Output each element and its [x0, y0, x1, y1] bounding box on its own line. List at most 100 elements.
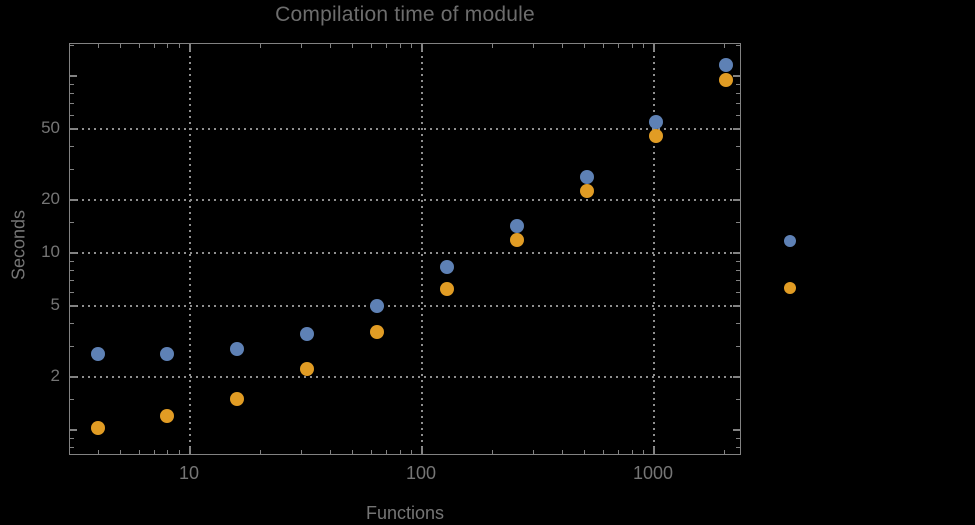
data-point-series-1-blue-x128 — [439, 260, 454, 275]
x-minor-tick-2000 — [723, 450, 725, 454]
x-minor-tick-50 — [352, 450, 354, 454]
x-minor-tick-7 — [154, 450, 156, 454]
x-minor-tick-200 — [491, 44, 493, 48]
y-minor-tick-15 — [736, 221, 740, 223]
y-minor-tick-8 — [70, 270, 74, 272]
y-minor-tick-90 — [736, 84, 740, 86]
x-minor-tick-60 — [370, 450, 372, 454]
x-tick-label-100: 100 — [405, 463, 437, 483]
x-minor-tick-20 — [259, 450, 261, 454]
y-minor-tick-40 — [736, 146, 740, 148]
legend-marker-series-1-blue — [784, 235, 796, 247]
y-minor-tick-70 — [736, 103, 740, 105]
x-minor-tick-70 — [386, 44, 388, 48]
x-minor-tick-30 — [300, 44, 302, 48]
gridline-y-10 — [70, 252, 740, 254]
data-point-series-1-blue-x1024 — [649, 114, 664, 129]
gridline-y-2 — [70, 375, 740, 378]
y-minor-tick-80 — [736, 93, 740, 95]
x-minor-tick-60 — [370, 44, 372, 48]
x-minor-tick-9 — [179, 450, 181, 454]
data-point-series-1-blue-x512 — [579, 169, 594, 184]
y-minor-tick-1.5 — [736, 398, 740, 400]
y-major-tick-1 — [70, 428, 77, 431]
x-minor-tick-90 — [411, 450, 413, 454]
x-minor-tick-40 — [329, 450, 331, 454]
data-point-series-2-orange-x4 — [90, 420, 105, 435]
gridline-y-50 — [70, 128, 740, 131]
y-minor-tick-0.9 — [736, 438, 740, 440]
data-point-series-2-orange-x128 — [439, 281, 454, 296]
y-major-tick-20 — [733, 198, 740, 201]
x-minor-tick-6 — [138, 450, 140, 454]
data-point-series-1-blue-x64 — [370, 298, 385, 313]
y-minor-tick-0.8 — [70, 447, 74, 449]
gridline-x-1000 — [652, 44, 655, 454]
x-minor-tick-500 — [584, 450, 586, 454]
y-minor-tick-6 — [736, 292, 740, 294]
x-minor-tick-70 — [386, 450, 388, 454]
chart-title: Compilation time of module — [275, 3, 535, 26]
x-axis-label: Functions — [365, 503, 445, 523]
y-minor-tick-0.8 — [736, 447, 740, 449]
y-minor-tick-150 — [736, 44, 740, 46]
x-minor-tick-300 — [532, 450, 534, 454]
plot-area — [69, 43, 741, 455]
y-major-tick-1 — [733, 428, 740, 431]
data-point-series-1-blue-x2048 — [719, 58, 734, 73]
data-point-series-2-orange-x64 — [370, 324, 385, 339]
y-minor-tick-90 — [70, 84, 74, 86]
x-minor-tick-500 — [584, 44, 586, 48]
y-major-tick-2 — [733, 375, 740, 378]
x-minor-tick-600 — [602, 44, 604, 48]
x-minor-tick-700 — [618, 450, 620, 454]
data-point-series-2-orange-x256 — [509, 233, 524, 248]
y-tick-label-10: 10 — [41, 242, 60, 261]
x-minor-tick-20 — [259, 44, 261, 48]
data-point-series-1-blue-x16 — [230, 342, 245, 357]
y-minor-tick-15 — [70, 221, 74, 223]
y-minor-tick-30 — [70, 168, 74, 170]
y-minor-tick-8 — [736, 270, 740, 272]
y-minor-tick-9 — [70, 261, 74, 263]
y-minor-tick-6 — [70, 292, 74, 294]
y-tick-label-50: 50 — [41, 118, 60, 138]
y-tick-label-20: 20 — [41, 188, 60, 208]
x-minor-tick-5 — [120, 450, 122, 454]
y-minor-tick-3 — [736, 345, 740, 347]
data-point-series-2-orange-x32 — [300, 362, 315, 377]
y-major-tick-100 — [733, 75, 740, 78]
x-minor-tick-6 — [138, 44, 140, 48]
y-minor-tick-30 — [736, 168, 740, 170]
y-minor-tick-150 — [70, 44, 74, 46]
y-major-tick-10 — [70, 252, 77, 254]
y-minor-tick-80 — [70, 93, 74, 95]
y-tick-label-2: 2 — [50, 365, 60, 385]
y-minor-tick-70 — [70, 103, 74, 105]
gridline-y-20 — [70, 198, 740, 201]
x-minor-tick-5 — [120, 44, 122, 48]
x-minor-tick-600 — [602, 450, 604, 454]
y-major-tick-50 — [70, 128, 77, 131]
x-minor-tick-400 — [561, 450, 563, 454]
x-minor-tick-4 — [97, 44, 99, 48]
x-minor-tick-90 — [411, 44, 413, 48]
y-minor-tick-4 — [70, 323, 74, 325]
y-major-tick-2 — [70, 375, 77, 378]
y-minor-tick-4 — [736, 323, 740, 325]
x-minor-tick-50 — [352, 44, 354, 48]
y-minor-tick-9 — [736, 261, 740, 263]
x-minor-tick-800 — [631, 450, 633, 454]
legend-marker-series-2-orange — [784, 282, 796, 294]
x-major-tick-10 — [188, 44, 191, 51]
y-major-tick-20 — [70, 198, 77, 201]
y-minor-tick-3 — [70, 345, 74, 347]
x-minor-tick-900 — [643, 44, 645, 48]
y-major-tick-10 — [733, 252, 740, 254]
x-major-tick-100 — [420, 44, 423, 51]
gridline-y-5 — [70, 305, 740, 308]
data-point-series-1-blue-x32 — [300, 326, 315, 341]
x-major-tick-1000 — [652, 44, 655, 51]
x-minor-tick-80 — [399, 450, 401, 454]
